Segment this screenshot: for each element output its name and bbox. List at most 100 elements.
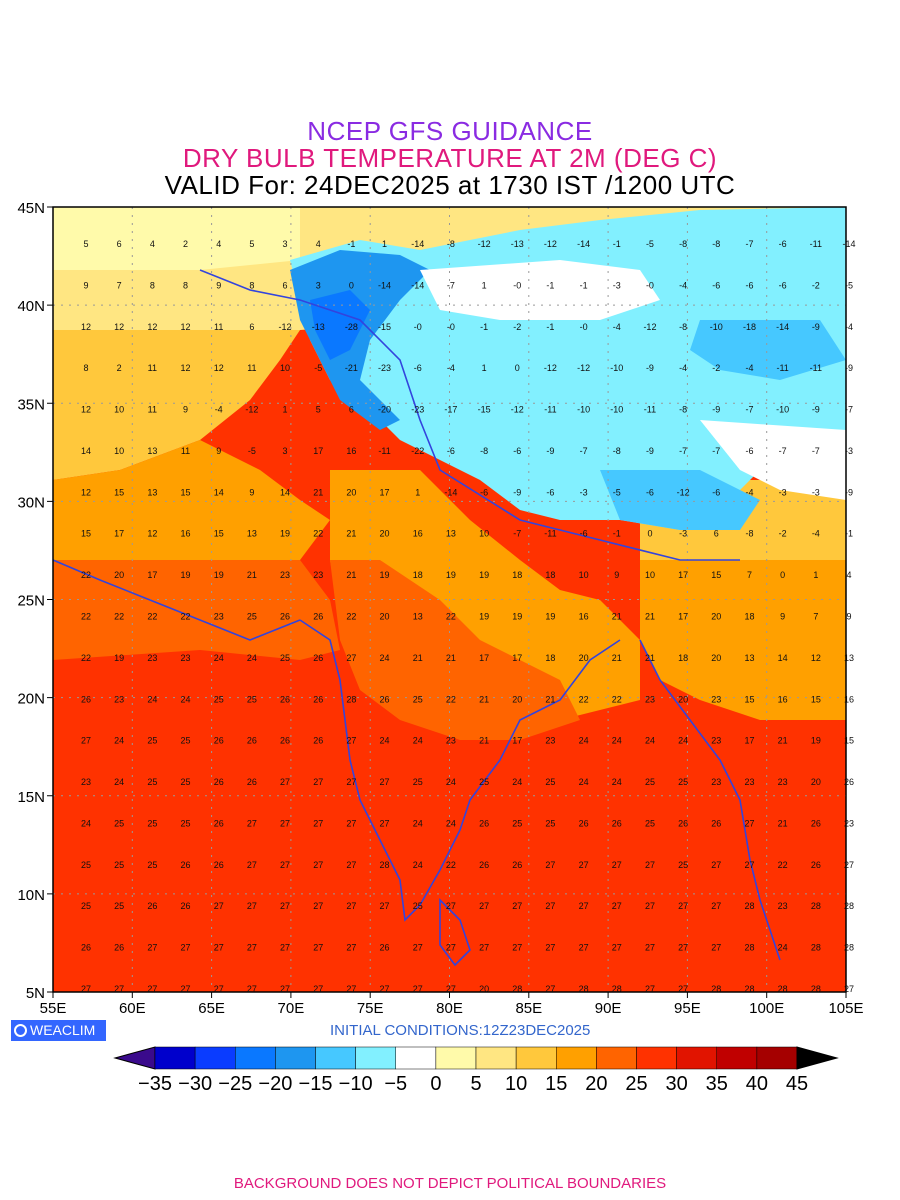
grid-value: 27 xyxy=(247,943,257,953)
grid-value: -1 xyxy=(480,322,488,332)
grid-value: 28 xyxy=(579,984,589,994)
grid-value: 27 xyxy=(214,984,224,994)
grid-value: -0 xyxy=(513,280,521,290)
grid-value: 9 xyxy=(249,487,254,497)
grid-value: 27 xyxy=(346,943,356,953)
grid-value: -8 xyxy=(679,322,687,332)
grid-value: 17 xyxy=(678,570,688,580)
grid-value: 25 xyxy=(645,777,655,787)
grid-value: 21 xyxy=(645,653,655,663)
grid-value: 12 xyxy=(81,487,91,497)
grid-value: 21 xyxy=(346,570,356,580)
grid-value: 25 xyxy=(114,860,124,870)
colorbar-tick-label: −25 xyxy=(218,1073,252,1095)
grid-value: -1 xyxy=(546,280,554,290)
grid-value: 25 xyxy=(114,818,124,828)
grid-value: 24 xyxy=(512,777,522,787)
grid-value: 7 xyxy=(813,612,818,622)
grid-value: -14 xyxy=(444,487,457,497)
grid-value: 27 xyxy=(380,984,390,994)
grid-value: 17 xyxy=(479,653,489,663)
grid-value: 28 xyxy=(744,901,754,911)
colorbar-swatch xyxy=(676,1046,717,1070)
grid-value: 19 xyxy=(545,612,555,622)
grid-value: -6 xyxy=(513,446,521,456)
grid-value: 8 xyxy=(249,280,254,290)
grid-value: 11 xyxy=(148,363,157,373)
graticule xyxy=(53,207,846,992)
grid-value: 5 xyxy=(316,405,321,415)
grid-value: 23 xyxy=(711,736,721,746)
grid-value: 22 xyxy=(313,529,323,539)
lon-label: 80E xyxy=(436,1000,463,1017)
grid-value: 27 xyxy=(512,901,522,911)
colorbar-swatch xyxy=(596,1046,637,1070)
grid-value: 9 xyxy=(216,446,221,456)
grid-value: 0 xyxy=(349,280,354,290)
grid-value: -1 xyxy=(613,529,621,539)
grid-value: 17 xyxy=(313,446,323,456)
grid-value: -4 xyxy=(745,363,753,373)
grid-value: 27 xyxy=(280,943,290,953)
grid-value: 27 xyxy=(678,943,688,953)
grid-value: 24 xyxy=(579,736,589,746)
grid-value: -10 xyxy=(710,322,723,332)
grid-value: -10 xyxy=(577,405,590,415)
grid-value: 26 xyxy=(512,860,522,870)
grid-value: 27 xyxy=(446,984,456,994)
grid-value: 25 xyxy=(678,777,688,787)
grid-value: 22 xyxy=(346,612,356,622)
grid-value: 0 xyxy=(647,529,652,539)
grid-value: 27 xyxy=(545,860,555,870)
colorbar-tick-label: −10 xyxy=(339,1073,373,1095)
grid-value: 24 xyxy=(247,653,257,663)
grid-value: 19 xyxy=(811,736,821,746)
map-field xyxy=(53,207,846,992)
grid-value: -14 xyxy=(411,280,424,290)
grid-value: 26 xyxy=(844,777,854,787)
grid-value: -5 xyxy=(248,446,256,456)
temp-zone-25c xyxy=(640,560,846,720)
grid-value: 22 xyxy=(81,653,91,663)
grid-value: 27 xyxy=(313,818,323,828)
grid-value: 27 xyxy=(280,984,290,994)
grid-value: -7 xyxy=(712,446,720,456)
lat-label: 10N xyxy=(17,887,45,904)
weaclim-logo: WEACLIM xyxy=(11,1020,106,1041)
colorbar-tick-label: −15 xyxy=(299,1073,333,1095)
grid-value: 28 xyxy=(844,943,854,953)
grid-value: -1 xyxy=(613,239,621,249)
grid-value: 22 xyxy=(114,612,124,622)
grid-value: 21 xyxy=(247,570,257,580)
grid-value: 1 xyxy=(482,280,487,290)
grid-value: 27 xyxy=(247,818,257,828)
grid-value: -6 xyxy=(546,487,554,497)
grid-value: 20 xyxy=(346,487,356,497)
grid-value: 19 xyxy=(446,570,456,580)
grid-value: 24 xyxy=(612,777,622,787)
grid-value: -20 xyxy=(378,405,391,415)
grid-value: 26 xyxy=(811,860,821,870)
grid-value: -2 xyxy=(779,529,787,539)
temp-zone-cold-2 xyxy=(690,320,846,380)
grid-value: 13 xyxy=(413,612,423,622)
grid-value: 27 xyxy=(346,653,356,663)
grid-value: 23 xyxy=(81,777,91,787)
grid-value: 27 xyxy=(512,943,522,953)
grid-value: 12 xyxy=(147,529,157,539)
grid-value: 27 xyxy=(413,943,423,953)
colorbar-swatch xyxy=(475,1046,517,1070)
lat-label: 35N xyxy=(17,396,45,413)
grid-value: 17 xyxy=(744,736,754,746)
grid-value: 10 xyxy=(645,570,655,580)
grid-value: 23 xyxy=(545,736,555,746)
grid-value: 27 xyxy=(645,943,655,953)
grid-value: -3 xyxy=(679,529,687,539)
grid-value: -6 xyxy=(712,280,720,290)
grid-value: 16 xyxy=(844,694,854,704)
grid-value: -6 xyxy=(779,280,787,290)
grid-value: -7 xyxy=(745,405,753,415)
grid-value: 26 xyxy=(280,694,290,704)
grid-value: -6 xyxy=(480,487,488,497)
grid-value: 19 xyxy=(512,612,522,622)
